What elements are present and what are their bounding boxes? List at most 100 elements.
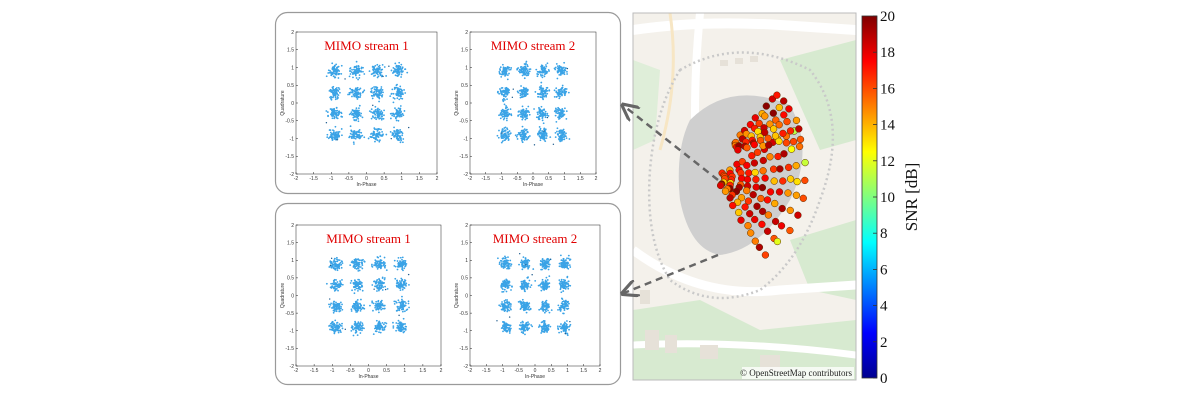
iq-sample [370, 90, 373, 92]
iq-sample [520, 65, 523, 68]
iq-sample [378, 284, 381, 287]
iq-sample [561, 84, 564, 87]
iq-sample [376, 109, 379, 112]
iq-sample [337, 111, 340, 114]
iq-outlier [344, 78, 346, 80]
iq-sample [517, 91, 520, 94]
iq-sample [336, 109, 339, 112]
iq-sample [567, 287, 570, 290]
plot-axes [469, 224, 601, 367]
iq-sample [501, 257, 504, 260]
iq-sample [395, 309, 398, 312]
iq-sample [558, 117, 561, 120]
snr-sample [745, 169, 753, 177]
iq-sample [400, 130, 403, 133]
iq-sample [540, 325, 543, 328]
iq-outlier [390, 137, 392, 140]
iq-sample [500, 90, 503, 93]
iq-sample [355, 265, 358, 268]
iq-sample [538, 132, 541, 135]
map-park [633, 300, 856, 380]
iq-sample [354, 329, 357, 332]
iq-sample [394, 112, 397, 115]
iq-sample [339, 309, 342, 312]
iq-sample [352, 302, 355, 305]
iq-sample [510, 263, 513, 266]
iq-sample [354, 259, 357, 262]
iq-sample [565, 117, 568, 120]
iq-sample [355, 331, 358, 333]
iq-sample [401, 97, 404, 100]
iq-sample [339, 91, 341, 94]
iq-sample [544, 279, 547, 282]
iq-outlier [501, 132, 503, 134]
snr-sample [744, 197, 753, 205]
iq-sample [338, 267, 341, 270]
y-tick-label: 0.5 [287, 276, 294, 282]
iq-sample [559, 93, 562, 96]
iq-sample [543, 266, 546, 269]
iq-sample [376, 305, 379, 307]
x-tick-label: -1.5 [481, 176, 490, 182]
iq-sample [336, 117, 339, 120]
iq-sample [353, 323, 356, 326]
snr-sample [782, 139, 791, 147]
iq-sample [502, 262, 505, 265]
iq-sample [538, 93, 541, 96]
iq-sample [371, 72, 374, 75]
iq-sample [337, 325, 340, 327]
snr-sample [765, 141, 773, 149]
snr-sample [779, 177, 787, 185]
iq-sample [392, 327, 395, 329]
iq-sample [540, 131, 543, 134]
iq-sample [540, 67, 543, 70]
iq-sample [561, 306, 564, 308]
iq-sample [545, 260, 548, 262]
iq-sample [504, 327, 507, 330]
iq-sample [341, 262, 344, 265]
snr-sample [751, 168, 759, 177]
iq-sample [543, 75, 546, 78]
iq-sample [398, 110, 400, 113]
iq-sample [560, 331, 563, 333]
iq-sample [332, 279, 335, 282]
x-tick-label: -0.5 [345, 176, 354, 182]
iq-sample [383, 327, 386, 329]
iq-sample [505, 72, 508, 75]
iq-sample [378, 71, 381, 73]
iq-sample [381, 94, 384, 96]
iq-sample [359, 321, 362, 324]
iq-sample [379, 66, 381, 69]
iq-sample [558, 265, 561, 268]
iq-sample [505, 70, 508, 73]
x-axis-label: In-Phase [523, 182, 543, 188]
iq-sample [361, 324, 364, 326]
iq-sample [392, 112, 395, 115]
iq-sample [371, 132, 373, 135]
iq-sample [516, 68, 519, 71]
x-tick-label: 2 [599, 368, 602, 374]
iq-sample [536, 113, 539, 116]
iq-sample [566, 326, 569, 328]
iq-sample [557, 308, 559, 311]
y-tick-label: 0.5 [461, 276, 468, 282]
iq-sample [527, 266, 530, 269]
iq-sample [338, 263, 340, 266]
iq-sample [328, 266, 331, 268]
iq-sample [558, 308, 561, 311]
iq-sample [337, 289, 339, 292]
iq-sample [541, 258, 544, 260]
iq-sample [379, 263, 382, 265]
iq-sample [378, 100, 380, 103]
y-tick-label: 2 [465, 223, 468, 229]
iq-sample [358, 134, 360, 137]
snr-sample [752, 183, 760, 191]
snr-sample [726, 194, 734, 202]
iq-sample [353, 137, 356, 140]
iq-sample [354, 74, 357, 77]
iq-sample [336, 326, 339, 329]
iq-sample [329, 69, 331, 72]
iq-sample [358, 74, 361, 77]
iq-sample [398, 265, 401, 268]
